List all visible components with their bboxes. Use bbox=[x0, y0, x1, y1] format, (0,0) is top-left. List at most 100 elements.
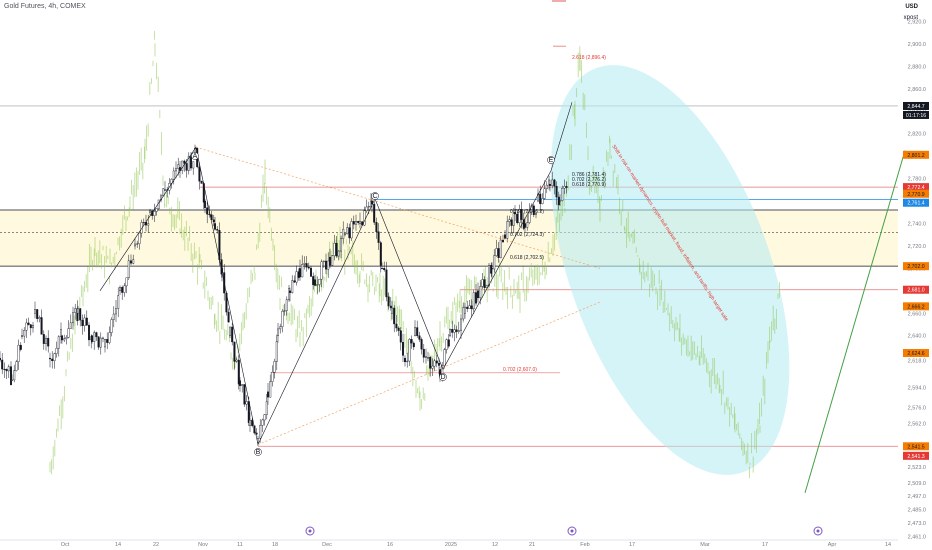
candle-body bbox=[203, 200, 206, 208]
candle-body bbox=[65, 337, 68, 339]
candle-body bbox=[537, 193, 540, 202]
candle-body bbox=[526, 222, 529, 228]
candle-body bbox=[528, 211, 531, 223]
candle-body bbox=[245, 401, 248, 405]
candle-body bbox=[497, 248, 500, 258]
candle-body bbox=[36, 309, 39, 319]
y-tick-label: 2,640.0 bbox=[908, 334, 926, 340]
x-tick-label: Feb bbox=[580, 542, 589, 548]
candle-body bbox=[174, 168, 177, 172]
candle-body bbox=[231, 326, 234, 343]
price-tag-box bbox=[903, 262, 929, 271]
candle-body bbox=[47, 337, 50, 347]
candle-body bbox=[335, 242, 338, 257]
candle-body bbox=[29, 324, 32, 329]
candle-body bbox=[110, 319, 113, 333]
candle-body bbox=[288, 288, 291, 300]
fib-label: 0.786 (2,781.4) bbox=[572, 172, 606, 178]
candle-body bbox=[45, 337, 48, 344]
candle-body bbox=[377, 231, 380, 243]
candle-body bbox=[495, 248, 498, 256]
y-tick-label: 2,920.0 bbox=[908, 19, 926, 25]
price-tag-label: 2,772.4 bbox=[907, 185, 924, 191]
candle-body bbox=[218, 230, 221, 260]
candle-body bbox=[273, 361, 276, 373]
candle-body bbox=[325, 260, 328, 270]
candle-body bbox=[479, 286, 482, 299]
candle-body bbox=[51, 358, 54, 362]
candle-body bbox=[549, 184, 552, 186]
candle-body bbox=[514, 212, 517, 215]
candle-body bbox=[416, 327, 419, 336]
y-tick-label: 2,900.0 bbox=[908, 42, 926, 48]
x-tick-label: Nov bbox=[198, 542, 208, 548]
currency-label[interactable]: USD bbox=[905, 4, 918, 10]
price-tag-box bbox=[903, 285, 929, 294]
candle-body bbox=[310, 267, 313, 277]
event-marker-dot bbox=[570, 529, 574, 533]
candle-body bbox=[457, 330, 460, 332]
wave-label: D bbox=[440, 374, 445, 381]
candle-body bbox=[340, 238, 343, 252]
y-tick-label: 2,509.0 bbox=[908, 481, 926, 487]
candle-body bbox=[470, 305, 473, 310]
candle-body bbox=[3, 368, 6, 370]
candle-body bbox=[435, 360, 438, 364]
candle-body bbox=[565, 186, 568, 188]
candle-body bbox=[516, 213, 519, 224]
candle-body bbox=[481, 279, 484, 287]
trendline-lower bbox=[257, 301, 601, 445]
candle-body bbox=[74, 308, 77, 313]
candle-body bbox=[545, 184, 548, 189]
candle-body bbox=[38, 317, 41, 319]
candle-body bbox=[147, 223, 150, 226]
candle-body bbox=[275, 341, 278, 362]
x-tick-label: Dec bbox=[322, 542, 332, 548]
candle-body bbox=[108, 332, 111, 343]
candle-body bbox=[342, 228, 345, 239]
candle-body bbox=[114, 308, 117, 315]
candle-body bbox=[127, 260, 130, 278]
candle-body bbox=[314, 279, 317, 286]
candle-body bbox=[447, 339, 450, 347]
fib-label: 0.702 (2,607.0) bbox=[503, 367, 537, 373]
candle-body bbox=[261, 419, 264, 426]
candle-body bbox=[283, 310, 286, 312]
chart-title: Gold Futures, 4h, COMEX bbox=[4, 3, 86, 10]
unit-label[interactable]: xpost bbox=[903, 15, 918, 21]
candle-body bbox=[1, 359, 4, 370]
candle-body bbox=[475, 292, 478, 304]
x-axis: Oct 14 22 Nov 11 18 Dec 16 2025 12 21 Feb 17 Mar 17 Apr… bbox=[0, 526, 898, 548]
y-tick-label: 2,880.0 bbox=[908, 64, 926, 70]
fib-label: 0.618 (2,702.5) bbox=[510, 255, 544, 261]
candle-body bbox=[414, 327, 417, 336]
y-tick-label: 2,720.0 bbox=[908, 244, 926, 250]
candle-body bbox=[305, 263, 308, 268]
candle-body bbox=[263, 414, 266, 421]
candle-body bbox=[265, 401, 268, 415]
candle-body bbox=[443, 349, 446, 366]
candle-body bbox=[172, 170, 175, 180]
candle-body bbox=[375, 222, 378, 232]
fib-label: 0.702 (2,724.3) bbox=[510, 232, 544, 238]
candle-body bbox=[301, 264, 304, 278]
candle-body bbox=[385, 269, 388, 298]
candle-body bbox=[322, 260, 325, 263]
candle-body bbox=[157, 199, 160, 209]
event-marker-dot bbox=[816, 529, 820, 533]
x-tick-label: 11 bbox=[237, 542, 243, 548]
candle-body bbox=[112, 313, 115, 320]
y-tick-label: 2,473.0 bbox=[908, 521, 926, 527]
candle-body bbox=[71, 312, 74, 324]
candle-body bbox=[402, 341, 405, 356]
price-tag-label: 2,761.4 bbox=[907, 201, 924, 207]
candle-body bbox=[512, 213, 515, 226]
candle-body bbox=[103, 339, 106, 348]
x-tick-label: 18 bbox=[272, 542, 278, 548]
candle-body bbox=[259, 425, 262, 439]
candle-body bbox=[504, 234, 507, 239]
candle-body bbox=[125, 277, 128, 287]
candle-body bbox=[299, 268, 302, 278]
candle-body bbox=[27, 322, 30, 325]
